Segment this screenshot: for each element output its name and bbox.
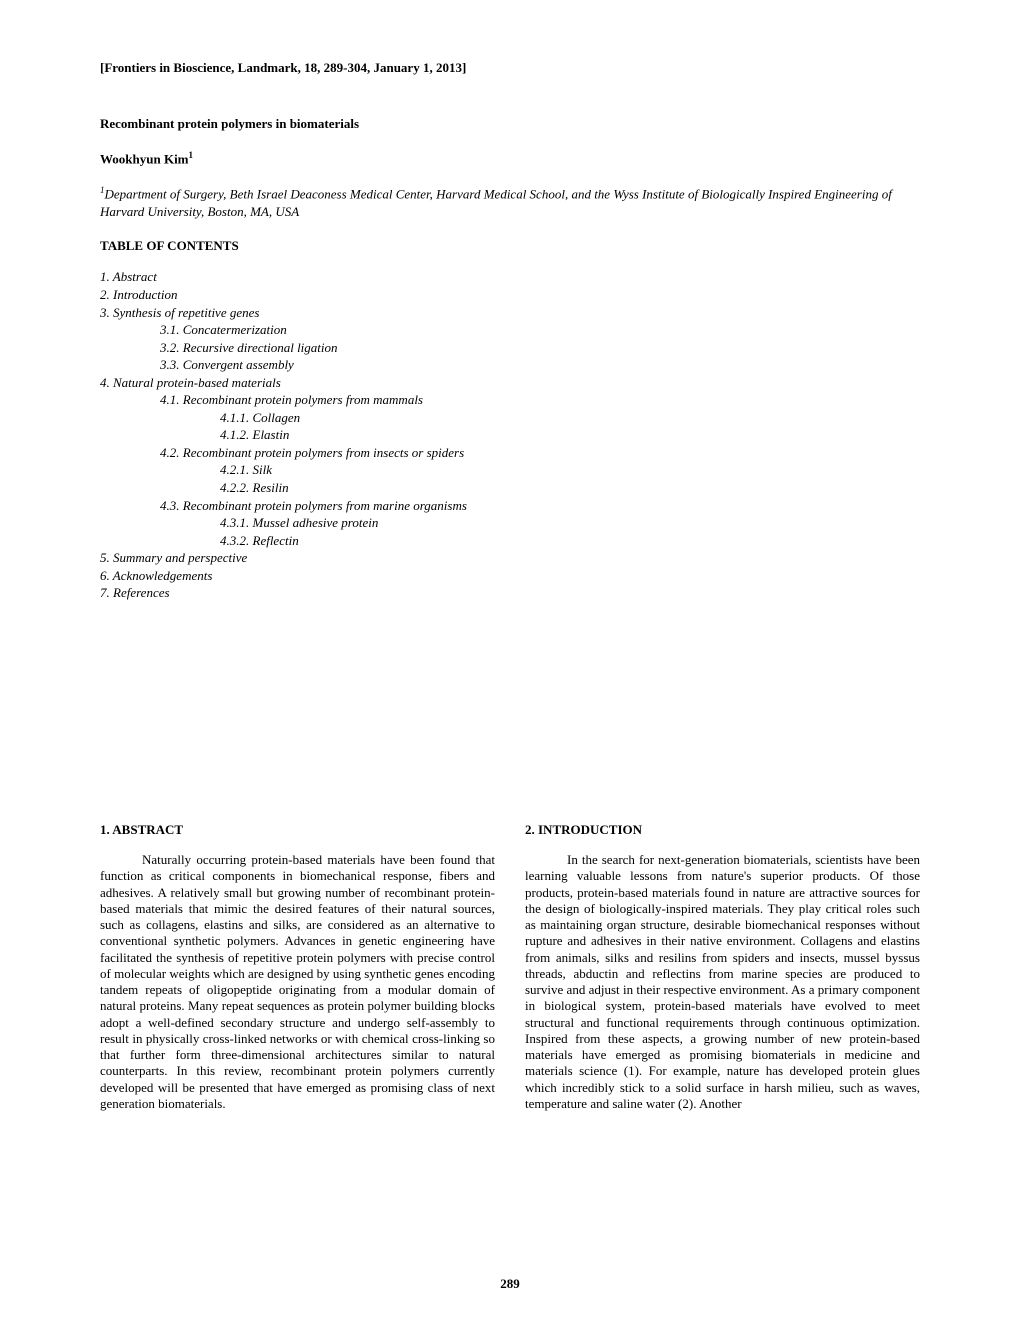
affiliation-line: 1Department of Surgery, Beth Israel Deac…	[100, 185, 920, 220]
journal-header: [Frontiers in Bioscience, Landmark, 18, …	[100, 60, 920, 76]
toc-item: 4.2.2. Resilin	[100, 479, 920, 497]
right-column: 2. INTRODUCTION In the search for next-g…	[525, 822, 920, 1112]
toc-item: 4.1.2. Elastin	[100, 426, 920, 444]
table-of-contents: 1. Abstract2. Introduction3. Synthesis o…	[100, 268, 920, 601]
author-line: Wookhyun Kim1	[100, 150, 920, 167]
toc-item: 4. Natural protein-based materials	[100, 374, 920, 392]
toc-item: 4.3.1. Mussel adhesive protein	[100, 514, 920, 532]
article-title: Recombinant protein polymers in biomater…	[100, 116, 920, 132]
toc-item: 4.1. Recombinant protein polymers from m…	[100, 391, 920, 409]
toc-item: 4.1.1. Collagen	[100, 409, 920, 427]
abstract-body: Naturally occurring protein-based materi…	[100, 852, 495, 1112]
page-number: 289	[0, 1276, 1020, 1292]
toc-item: 4.2. Recombinant protein polymers from i…	[100, 444, 920, 462]
toc-item: 7. References	[100, 584, 920, 602]
toc-item: 3.3. Convergent assembly	[100, 356, 920, 374]
toc-item: 4.3.2. Reflectin	[100, 532, 920, 550]
toc-item: 6. Acknowledgements	[100, 567, 920, 585]
two-column-body: 1. ABSTRACT Naturally occurring protein-…	[100, 822, 920, 1112]
toc-item: 3. Synthesis of repetitive genes	[100, 304, 920, 322]
toc-item: 4.3. Recombinant protein polymers from m…	[100, 497, 920, 515]
introduction-heading: 2. INTRODUCTION	[525, 822, 920, 838]
abstract-heading: 1. ABSTRACT	[100, 822, 495, 838]
toc-heading: TABLE OF CONTENTS	[100, 238, 920, 254]
toc-item: 3.1. Concatermerization	[100, 321, 920, 339]
toc-item: 2. Introduction	[100, 286, 920, 304]
author-name: Wookhyun Kim	[100, 151, 189, 166]
toc-item: 5. Summary and perspective	[100, 549, 920, 567]
author-superscript: 1	[189, 150, 194, 160]
affiliation-text: Department of Surgery, Beth Israel Deaco…	[100, 187, 892, 219]
toc-item: 4.2.1. Silk	[100, 461, 920, 479]
toc-item: 1. Abstract	[100, 268, 920, 286]
introduction-body: In the search for next-generation biomat…	[525, 852, 920, 1112]
left-column: 1. ABSTRACT Naturally occurring protein-…	[100, 822, 495, 1112]
toc-item: 3.2. Recursive directional ligation	[100, 339, 920, 357]
